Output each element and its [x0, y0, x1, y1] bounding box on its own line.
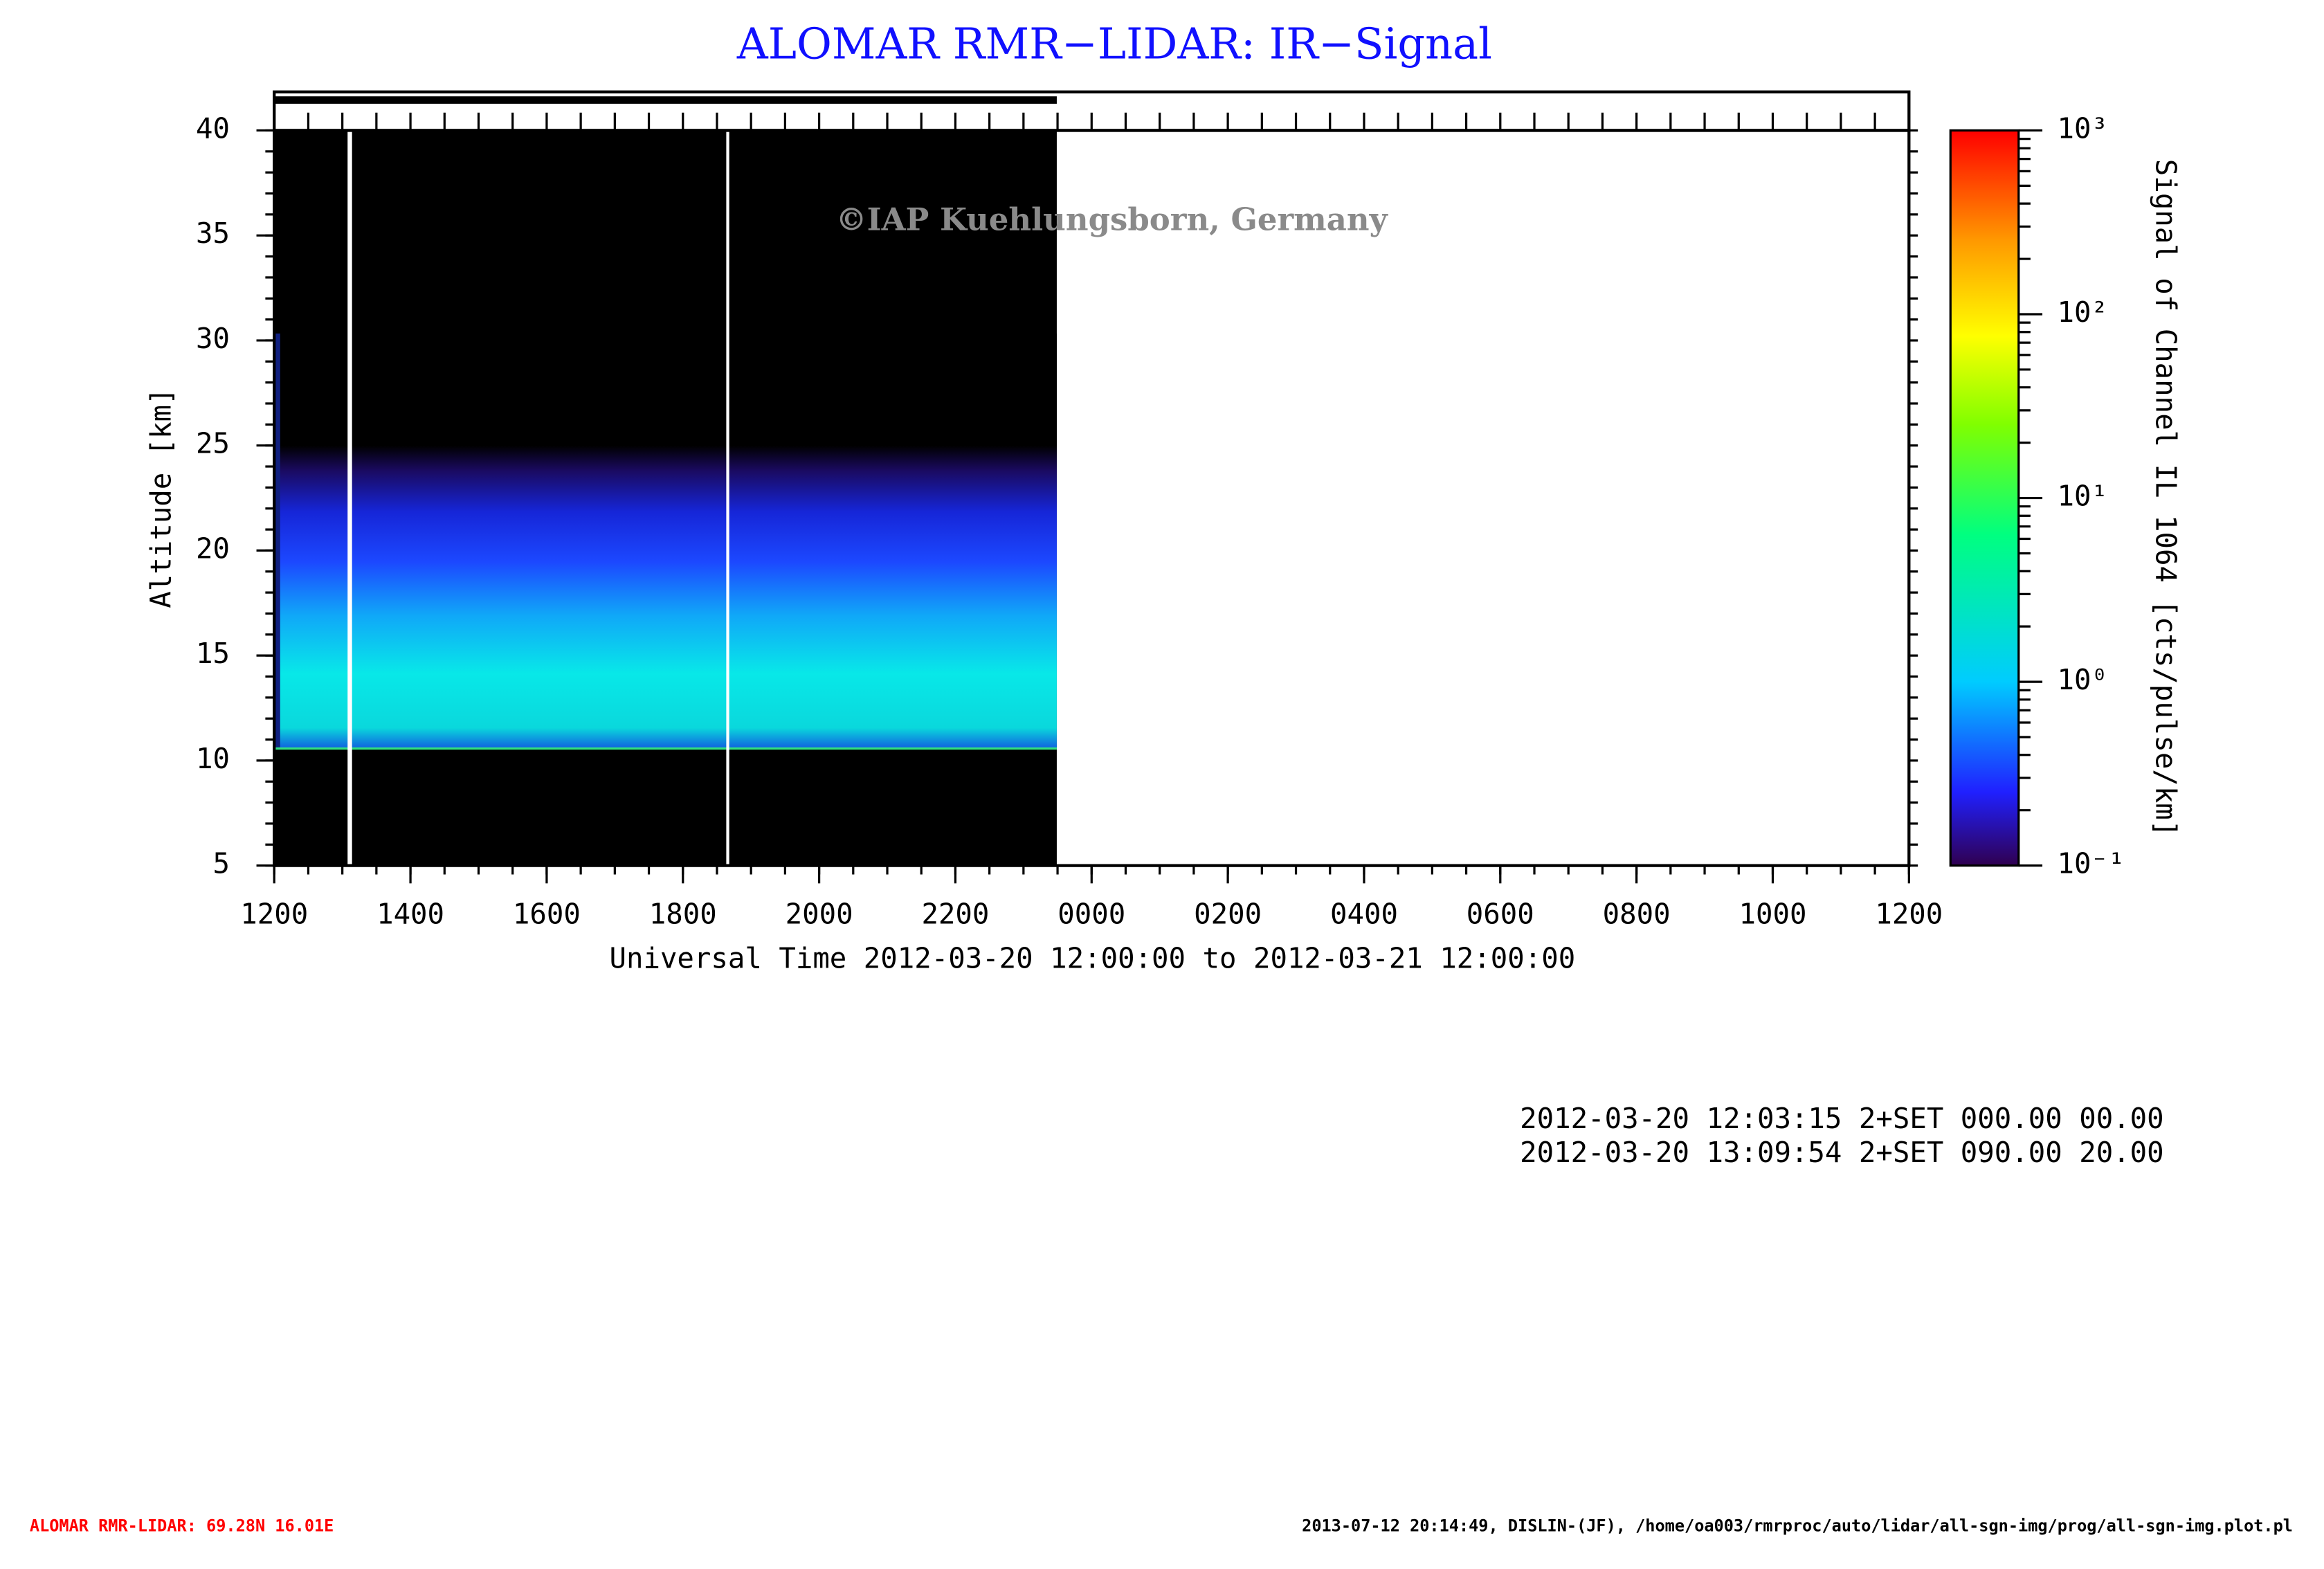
x-tick-label: 1600 [513, 897, 581, 930]
info-line: 2012-03-20 12:03:15 2+SET 000.00 00.00 [1520, 1102, 2164, 1135]
x-tick-label: 1400 [376, 897, 444, 930]
y-axis-label: Altitude [km] [145, 388, 178, 608]
chart-title: ALOMAR RMR−LIDAR: IR−Signal [736, 19, 1492, 69]
colorbar-tick-label: 10¹ [2057, 480, 2107, 513]
heatmap-edge [274, 333, 280, 749]
watermark: ©IAP Kuehlungsborn, Germany [836, 201, 1389, 238]
x-tick-label: 0400 [1330, 897, 1398, 930]
y-tick-label: 40 [196, 111, 230, 145]
coverage-bar [274, 96, 1057, 104]
colorbar-tick-label: 10⁰ [2057, 663, 2107, 696]
colorbar-tick-label: 10⁻¹ [2057, 847, 2125, 880]
y-tick-label: 20 [196, 532, 230, 565]
y-tick-label: 10 [196, 742, 230, 775]
footer-right: 2013-07-12 20:14:49, DISLIN-(JF), /home/… [1302, 1516, 2293, 1535]
y-tick-label: 15 [196, 637, 230, 670]
x-tick-label: 1800 [649, 897, 717, 930]
colorbar-tick-label: 10³ [2057, 111, 2107, 145]
colorbar-label: Signal of Channel IL 1064 [cts/pulse/km] [2150, 159, 2183, 837]
y-tick-label: 30 [196, 322, 230, 355]
x-tick-label: 1000 [1739, 897, 1807, 930]
colorbar [1949, 129, 2020, 867]
x-tick-label: 2200 [921, 897, 989, 930]
info-line: 2012-03-20 13:09:54 2+SET 090.00 20.00 [1520, 1136, 2164, 1169]
y-tick-label: 25 [196, 427, 230, 460]
x-tick-label: 1200 [240, 897, 308, 930]
x-tick-label: 0600 [1467, 897, 1534, 930]
x-axis-label: Universal Time 2012-03-20 12:00:00 to 20… [609, 942, 1575, 975]
x-tick-label: 1200 [1875, 897, 1943, 930]
x-tick-label: 0800 [1603, 897, 1671, 930]
footer-left: ALOMAR RMR-LIDAR: 69.28N 16.01E [30, 1516, 334, 1535]
colorbar-tick-label: 10² [2057, 296, 2107, 329]
heatmap-signal [278, 333, 1057, 749]
y-tick-label: 35 [196, 217, 230, 250]
y-tick-label: 5 [212, 847, 230, 880]
x-tick-label: 2000 [786, 897, 853, 930]
x-tick-label: 0200 [1194, 897, 1262, 930]
x-tick-label: 0000 [1057, 897, 1125, 930]
